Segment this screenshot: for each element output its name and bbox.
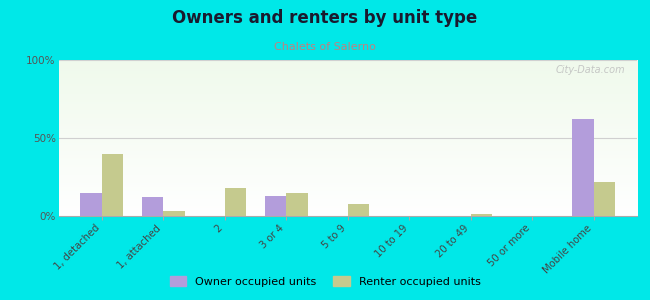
Bar [471,214,493,216]
Text: Chalets of Salerno: Chalets of Salerno [274,42,376,52]
Bar [142,197,163,216]
Bar [225,188,246,216]
Text: City-Data.com: City-Data.com [556,65,625,75]
Bar [163,211,185,216]
Legend: Owner occupied units, Renter occupied units: Owner occupied units, Renter occupied un… [165,272,485,291]
Bar [80,193,101,216]
Text: Owners and renters by unit type: Owners and renters by unit type [172,9,478,27]
Bar [265,196,286,216]
Bar [286,193,307,216]
Bar [573,119,594,216]
Bar [348,203,369,216]
Bar [594,182,616,216]
Bar [101,154,123,216]
